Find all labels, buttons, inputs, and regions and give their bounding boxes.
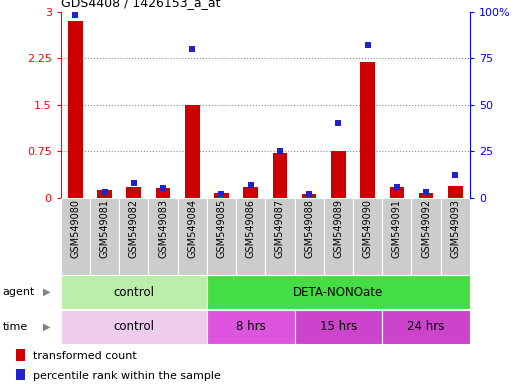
Bar — [265, 198, 295, 275]
Point — [129, 180, 138, 186]
Bar — [61, 310, 207, 344]
Point — [305, 191, 314, 197]
Bar — [448, 186, 463, 198]
Bar — [295, 198, 324, 275]
Point — [159, 185, 167, 192]
Text: GSM549084: GSM549084 — [187, 199, 197, 258]
Point — [100, 189, 109, 195]
Text: GDS4408 / 1426153_a_at: GDS4408 / 1426153_a_at — [61, 0, 220, 9]
Bar — [214, 194, 229, 198]
Text: GSM549081: GSM549081 — [100, 199, 110, 258]
Bar — [207, 198, 236, 275]
Text: 24 hrs: 24 hrs — [408, 320, 445, 333]
Bar — [16, 369, 25, 380]
Text: time: time — [3, 322, 28, 332]
Bar — [411, 198, 441, 275]
Bar — [90, 198, 119, 275]
Bar — [302, 194, 316, 198]
Bar — [16, 349, 25, 361]
Text: GSM549090: GSM549090 — [363, 199, 373, 258]
Text: ▶: ▶ — [43, 287, 51, 297]
Text: GSM549085: GSM549085 — [216, 199, 227, 258]
Text: GSM549086: GSM549086 — [246, 199, 256, 258]
Bar — [382, 198, 411, 275]
Bar — [61, 198, 90, 275]
Bar — [119, 198, 148, 275]
Bar — [243, 187, 258, 198]
Bar — [127, 187, 141, 198]
Point — [363, 42, 372, 48]
Point — [276, 148, 284, 154]
Text: GSM549093: GSM549093 — [450, 199, 460, 258]
Text: GSM549092: GSM549092 — [421, 199, 431, 258]
Bar — [185, 104, 200, 198]
Bar — [360, 63, 375, 198]
Text: GSM549080: GSM549080 — [70, 199, 80, 258]
Bar — [272, 153, 287, 198]
Bar — [353, 198, 382, 275]
Text: GSM549088: GSM549088 — [304, 199, 314, 258]
Text: agent: agent — [3, 287, 35, 297]
Bar — [68, 21, 83, 198]
Text: control: control — [114, 320, 154, 333]
Text: DETA-NONOate: DETA-NONOate — [293, 286, 383, 299]
Point — [188, 46, 196, 52]
Point — [422, 189, 430, 195]
Bar — [419, 194, 433, 198]
Text: transformed count: transformed count — [33, 351, 137, 361]
Bar — [295, 310, 382, 344]
Text: GSM549087: GSM549087 — [275, 199, 285, 258]
Bar — [331, 151, 346, 198]
Text: GSM549091: GSM549091 — [392, 199, 402, 258]
Point — [71, 12, 80, 18]
Point — [334, 120, 343, 126]
Text: percentile rank within the sample: percentile rank within the sample — [33, 371, 221, 381]
Bar — [148, 198, 177, 275]
Bar — [207, 310, 295, 344]
Text: GSM549089: GSM549089 — [333, 199, 343, 258]
Point — [451, 172, 459, 179]
Bar — [156, 189, 171, 198]
Text: ▶: ▶ — [43, 322, 51, 332]
Point — [393, 184, 401, 190]
Bar — [324, 198, 353, 275]
Text: 15 hrs: 15 hrs — [320, 320, 357, 333]
Bar — [177, 198, 207, 275]
Text: 8 hrs: 8 hrs — [236, 320, 266, 333]
Bar — [441, 198, 470, 275]
Bar — [390, 187, 404, 198]
Text: control: control — [114, 286, 154, 299]
Text: GSM549082: GSM549082 — [129, 199, 139, 258]
Point — [217, 191, 225, 197]
Bar — [382, 310, 470, 344]
Bar — [97, 190, 112, 198]
Bar — [236, 198, 266, 275]
Bar — [61, 275, 207, 309]
Text: GSM549083: GSM549083 — [158, 199, 168, 258]
Bar — [207, 275, 470, 309]
Point — [247, 182, 255, 188]
